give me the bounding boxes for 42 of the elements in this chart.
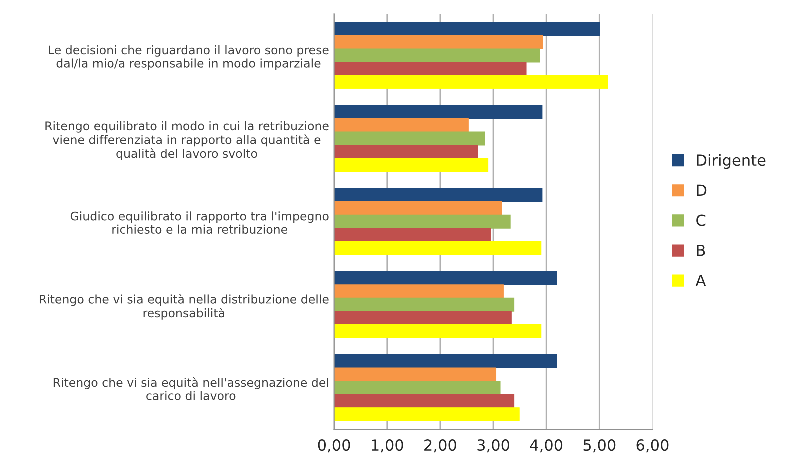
bar <box>334 35 544 50</box>
bar <box>334 75 608 90</box>
legend-label: Dirigente <box>697 154 766 170</box>
bar <box>334 132 486 146</box>
y-tick-label: Giudico equilibrato il rapporto tra l'impegno richiesto e la mia retribuzione <box>70 212 329 234</box>
x-tick-label: 4,00 <box>530 440 563 453</box>
legend-label: C <box>696 214 706 226</box>
legend-label: D <box>697 184 707 196</box>
bar <box>334 188 543 202</box>
legend-label: B <box>697 244 706 256</box>
x-tick-label: 1,00 <box>372 440 404 453</box>
bar <box>334 62 527 76</box>
bar <box>334 354 558 368</box>
bar <box>334 118 469 132</box>
x-tick-label: 0,00 <box>318 440 350 453</box>
x-tick-label: 2,00 <box>424 440 456 453</box>
bar <box>334 311 512 326</box>
bar <box>334 324 542 338</box>
bar <box>334 214 511 229</box>
legend-label: A <box>696 275 706 286</box>
y-tick-label: Ritengo che vi sia equità nell'assegnazione del carico di lavoro <box>54 378 328 400</box>
y-tick-label: Le decisioni che riguardano il lavoro sono prese dal/la mio/a responsabile in modo imparziale <box>49 46 329 70</box>
bar <box>334 48 540 63</box>
bar <box>334 228 492 242</box>
bar <box>334 145 478 160</box>
y-tick-label: Ritengo equilibrato il modo in cui la retribuzione viene differenziata in rapporto alla quantità e qualità del lavoro svolto <box>46 121 329 160</box>
y-tick-label: Ritengo che vi sia equità nella distribuzione delle responsabilità <box>40 294 329 320</box>
bar <box>334 158 489 172</box>
bar <box>334 105 543 120</box>
bar <box>334 202 502 216</box>
bar <box>334 22 600 36</box>
x-tick-label: 3,00 <box>478 440 510 453</box>
x-tick-label: 5,00 <box>584 440 616 453</box>
bar <box>334 368 497 382</box>
bar <box>334 298 515 312</box>
x-tick-label: 6,00 <box>636 440 669 453</box>
bar <box>334 271 558 286</box>
bar <box>334 241 542 256</box>
bar <box>334 394 515 408</box>
bar <box>334 284 504 299</box>
bar <box>334 408 520 422</box>
bar <box>334 380 501 395</box>
